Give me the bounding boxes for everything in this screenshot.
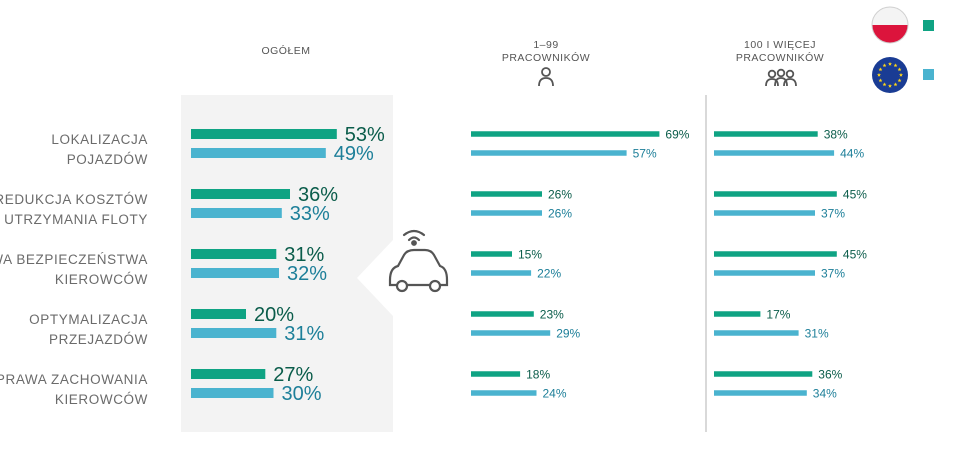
panel-title: PRACOWNIKÓW — [736, 51, 824, 64]
category-label: REDUKCJA KOSZTÓW — [0, 192, 148, 207]
bar-eu — [191, 268, 279, 278]
bar-eu — [714, 270, 815, 276]
bar-eu — [471, 210, 542, 216]
bar-pl — [714, 371, 813, 377]
bar-pl — [191, 369, 266, 379]
bar-eu — [714, 390, 807, 396]
value-label-pl: 27% — [273, 364, 313, 386]
category-label: OPTYMALIZACJA — [29, 312, 148, 327]
connected-car-icon — [388, 229, 449, 293]
bar-eu — [191, 208, 282, 218]
eu-star — [897, 78, 902, 83]
value-label-pl: 17% — [766, 307, 790, 321]
eu-star — [897, 67, 902, 72]
eu-star — [888, 61, 892, 66]
eu-star — [877, 72, 881, 77]
bar-pl — [471, 191, 542, 197]
value-label-pl: 15% — [518, 247, 542, 261]
value-label-pl: 38% — [824, 127, 848, 141]
legend-swatch-eu — [923, 69, 934, 80]
panel-title: OGÓŁEM — [261, 44, 310, 57]
value-label-eu: 22% — [537, 266, 561, 280]
value-label-eu: 31% — [284, 323, 324, 345]
bar-pl — [191, 189, 290, 199]
bar-pl — [714, 131, 818, 137]
bar-eu — [471, 390, 537, 396]
category-label: PRZEJAZDÓW — [49, 332, 148, 347]
value-label-eu: 24% — [543, 386, 567, 400]
panel-title: 1–99 — [533, 39, 558, 51]
bar-eu — [714, 210, 815, 216]
eu-star — [888, 83, 892, 88]
value-label-pl: 18% — [526, 367, 550, 381]
bar-pl — [191, 129, 337, 139]
value-label-pl: 20% — [254, 304, 294, 326]
person-icon — [538, 67, 554, 87]
bar-pl — [714, 311, 761, 317]
value-label-pl: 31% — [284, 244, 324, 266]
value-label-pl: 36% — [818, 367, 842, 381]
bar-eu — [471, 330, 551, 336]
category-label: LOKALIZACJA — [51, 132, 148, 147]
bar-eu — [191, 388, 274, 398]
bar-eu — [714, 150, 835, 156]
category-label: KIEROWCÓW — [55, 272, 148, 287]
eu-star — [882, 63, 887, 68]
value-label-eu: 31% — [805, 326, 829, 340]
eu-flag-icon — [872, 57, 908, 93]
eu-star — [882, 82, 887, 87]
value-label-eu: 30% — [282, 383, 322, 405]
bar-pl — [191, 249, 277, 259]
value-label-eu: 57% — [633, 146, 657, 160]
value-label-pl: 69% — [665, 127, 689, 141]
bar-pl — [714, 191, 837, 197]
value-label-eu: 26% — [548, 206, 572, 220]
panel-title: PRACOWNIKÓW — [502, 51, 590, 64]
category-label: POPRAWA ZACHOWANIA — [0, 372, 148, 387]
bar-eu — [471, 150, 627, 156]
category-label: PRAWA BEZPIECZEŃSTWA — [0, 252, 148, 267]
eu-star — [893, 82, 898, 87]
poland-flag-icon — [871, 6, 909, 44]
value-label-pl: 45% — [843, 187, 867, 201]
value-label-eu: 29% — [556, 326, 580, 340]
value-label-pl: 26% — [548, 187, 572, 201]
legend-swatch-pl — [923, 20, 934, 31]
category-label: UTRZYMANIA FLOTY — [4, 212, 148, 227]
eu-star — [878, 78, 883, 83]
bar-eu — [714, 330, 799, 336]
value-label-eu: 49% — [334, 143, 374, 165]
eu-star — [893, 63, 898, 68]
bar-eu — [191, 328, 277, 338]
panel-title: 100 I WIĘCEJ — [744, 39, 816, 51]
people-group-icon — [765, 68, 797, 87]
bar-pl — [714, 251, 837, 257]
value-label-eu: 33% — [290, 203, 330, 225]
bar-pl — [471, 131, 660, 137]
overall-panel-background — [181, 95, 393, 432]
bar-eu — [191, 148, 326, 158]
category-label: POJAZDÓW — [67, 152, 148, 167]
value-label-pl: 23% — [540, 307, 564, 321]
bar-pl — [191, 309, 246, 319]
value-label-eu: 37% — [821, 266, 845, 280]
value-label-eu: 44% — [840, 146, 864, 160]
eu-star — [899, 72, 903, 77]
value-label-pl: 45% — [843, 247, 867, 261]
value-label-eu: 34% — [813, 386, 837, 400]
bar-pl — [471, 251, 512, 257]
value-label-eu: 32% — [287, 263, 327, 285]
eu-star — [878, 67, 883, 72]
value-label-eu: 37% — [821, 206, 845, 220]
bar-pl — [471, 311, 534, 317]
bar-eu — [471, 270, 532, 276]
category-label: KIEROWCÓW — [55, 392, 148, 407]
value-label-pl: 36% — [298, 184, 338, 206]
value-label-pl: 53% — [345, 124, 385, 146]
bar-pl — [471, 371, 521, 377]
